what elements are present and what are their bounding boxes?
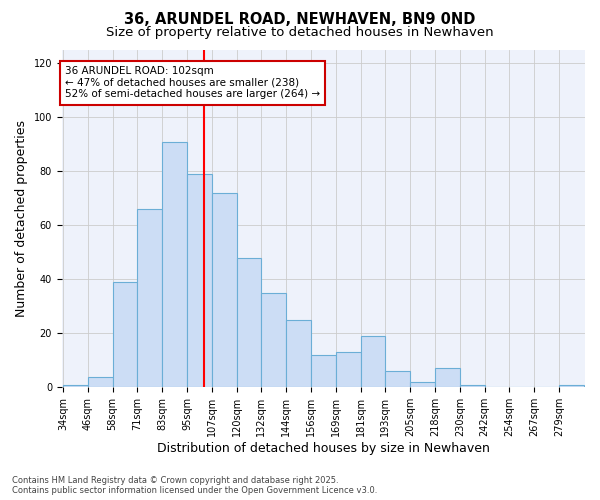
Bar: [311, 355, 336, 388]
Bar: [113, 282, 137, 388]
Bar: [63, 384, 88, 388]
Bar: [460, 384, 485, 388]
Bar: [262, 293, 286, 388]
Bar: [559, 384, 584, 388]
Bar: [410, 382, 435, 388]
Bar: [435, 368, 460, 388]
Bar: [286, 320, 311, 388]
Bar: [336, 352, 361, 388]
Bar: [187, 174, 212, 388]
Bar: [236, 258, 262, 388]
Bar: [361, 336, 385, 388]
Text: Size of property relative to detached houses in Newhaven: Size of property relative to detached ho…: [106, 26, 494, 39]
Y-axis label: Number of detached properties: Number of detached properties: [15, 120, 28, 317]
Bar: [137, 209, 162, 388]
X-axis label: Distribution of detached houses by size in Newhaven: Distribution of detached houses by size …: [157, 442, 490, 455]
Bar: [212, 193, 236, 388]
Text: Contains HM Land Registry data © Crown copyright and database right 2025.
Contai: Contains HM Land Registry data © Crown c…: [12, 476, 377, 495]
Bar: [385, 371, 410, 388]
Bar: [162, 142, 187, 388]
Bar: [88, 376, 113, 388]
Text: 36, ARUNDEL ROAD, NEWHAVEN, BN9 0ND: 36, ARUNDEL ROAD, NEWHAVEN, BN9 0ND: [124, 12, 476, 28]
Text: 36 ARUNDEL ROAD: 102sqm
← 47% of detached houses are smaller (238)
52% of semi-d: 36 ARUNDEL ROAD: 102sqm ← 47% of detache…: [65, 66, 320, 100]
